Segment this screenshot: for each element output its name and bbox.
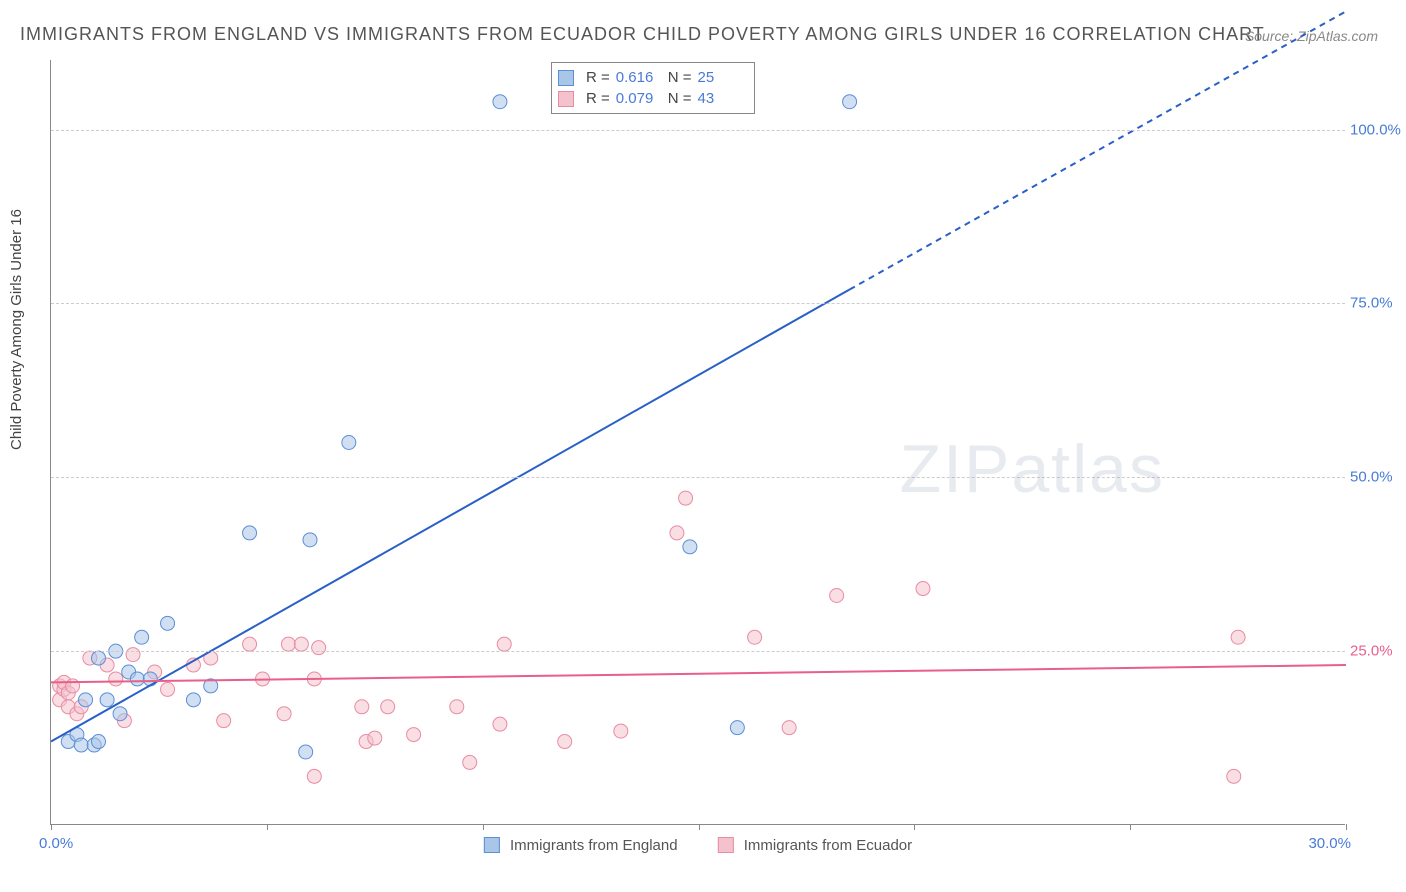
data-point <box>342 436 356 450</box>
data-point <box>679 491 693 505</box>
data-point <box>303 533 317 547</box>
data-point <box>130 672 144 686</box>
legend-item-england: Immigrants from England <box>484 837 678 854</box>
data-point <box>558 735 572 749</box>
legend-swatch-blue <box>484 837 500 853</box>
data-point <box>450 700 464 714</box>
y-tick-label: 75.0% <box>1350 295 1400 312</box>
data-point <box>109 672 123 686</box>
gridline <box>51 477 1345 478</box>
data-point <box>1231 630 1245 644</box>
data-point <box>312 641 326 655</box>
legend-label: Immigrants from England <box>510 837 678 854</box>
data-point <box>683 540 697 554</box>
data-point <box>368 731 382 745</box>
data-point <box>91 651 105 665</box>
y-tick-label: 100.0% <box>1350 121 1400 138</box>
data-point <box>1227 769 1241 783</box>
data-point <box>217 714 231 728</box>
gridline <box>51 651 1345 652</box>
data-point <box>830 589 844 603</box>
x-axis-max-label: 30.0% <box>1308 835 1351 852</box>
scatter-svg <box>51 60 1345 824</box>
r-value: 0.079 <box>616 90 662 107</box>
x-axis-min-label: 0.0% <box>39 835 73 852</box>
data-point <box>161 616 175 630</box>
data-point <box>670 526 684 540</box>
data-point <box>161 682 175 696</box>
legend-swatch-blue <box>558 70 574 86</box>
data-point <box>143 672 157 686</box>
data-point <box>493 717 507 731</box>
chart-plot-area: 25.0%50.0%75.0%100.0% R = 0.616 N = 25 R… <box>50 60 1345 825</box>
n-label: N = <box>668 90 692 107</box>
series-legend: Immigrants from England Immigrants from … <box>484 837 912 854</box>
r-label: R = <box>586 69 610 86</box>
data-point <box>493 95 507 109</box>
data-point <box>407 728 421 742</box>
data-point <box>614 724 628 738</box>
data-point <box>66 679 80 693</box>
x-tick <box>1346 824 1347 830</box>
x-tick <box>267 824 268 830</box>
y-axis-label: Child Poverty Among Girls Under 16 <box>8 209 25 450</box>
legend-row-ecuador: R = 0.079 N = 43 <box>558 88 744 109</box>
trend-line <box>51 665 1346 682</box>
n-value: 25 <box>698 69 744 86</box>
x-tick <box>1130 824 1131 830</box>
data-point <box>281 637 295 651</box>
data-point <box>497 637 511 651</box>
n-value: 43 <box>698 90 744 107</box>
x-tick <box>914 824 915 830</box>
data-point <box>299 745 313 759</box>
y-tick-label: 50.0% <box>1350 469 1400 486</box>
data-point <box>916 582 930 596</box>
data-point <box>463 755 477 769</box>
data-point <box>79 693 93 707</box>
legend-item-ecuador: Immigrants from Ecuador <box>718 837 913 854</box>
data-point <box>135 630 149 644</box>
data-point <box>307 769 321 783</box>
n-label: N = <box>668 69 692 86</box>
data-point <box>730 721 744 735</box>
data-point <box>126 648 140 662</box>
data-point <box>186 693 200 707</box>
legend-row-england: R = 0.616 N = 25 <box>558 67 744 88</box>
gridline <box>51 303 1345 304</box>
x-tick <box>51 824 52 830</box>
data-point <box>243 637 257 651</box>
data-point <box>355 700 369 714</box>
gridline <box>51 130 1345 131</box>
correlation-legend: R = 0.616 N = 25 R = 0.079 N = 43 <box>551 62 755 114</box>
x-tick <box>483 824 484 830</box>
legend-swatch-pink <box>718 837 734 853</box>
data-point <box>782 721 796 735</box>
y-tick-label: 25.0% <box>1350 643 1400 660</box>
data-point <box>381 700 395 714</box>
data-point <box>748 630 762 644</box>
trend-line <box>850 11 1346 289</box>
data-point <box>113 707 127 721</box>
r-label: R = <box>586 90 610 107</box>
data-point <box>243 526 257 540</box>
r-value: 0.616 <box>616 69 662 86</box>
data-point <box>294 637 308 651</box>
data-point <box>843 95 857 109</box>
data-point <box>74 738 88 752</box>
x-tick <box>699 824 700 830</box>
data-point <box>100 693 114 707</box>
data-point <box>277 707 291 721</box>
data-point <box>91 735 105 749</box>
legend-label: Immigrants from Ecuador <box>744 837 912 854</box>
chart-title: IMMIGRANTS FROM ENGLAND VS IMMIGRANTS FR… <box>20 24 1265 45</box>
legend-swatch-pink <box>558 91 574 107</box>
